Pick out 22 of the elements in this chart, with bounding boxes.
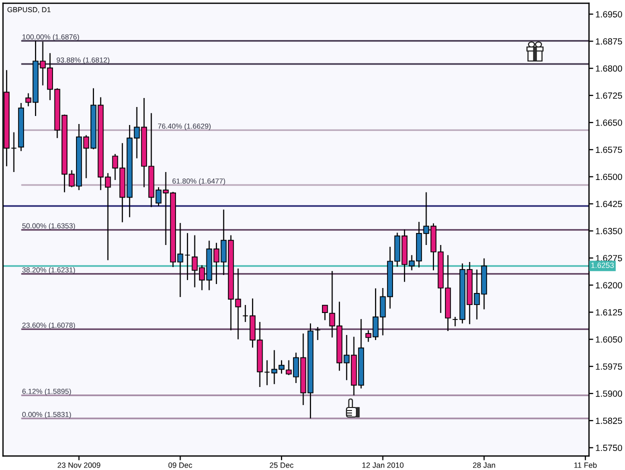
y-tick-label: 1.6050	[596, 336, 622, 343]
y-tick-label: 1.6125	[596, 309, 622, 316]
y-tick-label: 1.5750	[596, 444, 622, 451]
candlestick	[322, 304, 328, 321]
y-tick-label: 1.6350	[596, 228, 622, 234]
y-tick-label: 1.6425	[596, 200, 622, 208]
y-tick-label: 1.6875	[596, 38, 622, 45]
y-tick-label: 1.6575	[596, 146, 622, 153]
candlestick	[314, 326, 321, 341]
candlestick	[452, 316, 458, 327]
y-tick-label: 1.6500	[596, 174, 622, 180]
y-tick-label: 1.5975	[596, 363, 622, 370]
candlestick	[10, 132, 17, 173]
y-tick-label: 1.6200	[596, 282, 622, 288]
y-tick-label: 1.5825	[596, 418, 622, 424]
y-tick-label: 1.6650	[596, 120, 622, 126]
y-tick-label: 1.5900	[596, 390, 622, 397]
y-tick-label: 1.6800	[596, 65, 622, 72]
candlestick	[184, 232, 190, 281]
y-tick-label: 1.6950	[596, 11, 622, 18]
y-tick-label: 1.6725	[596, 92, 622, 99]
candlestick	[264, 360, 270, 386]
